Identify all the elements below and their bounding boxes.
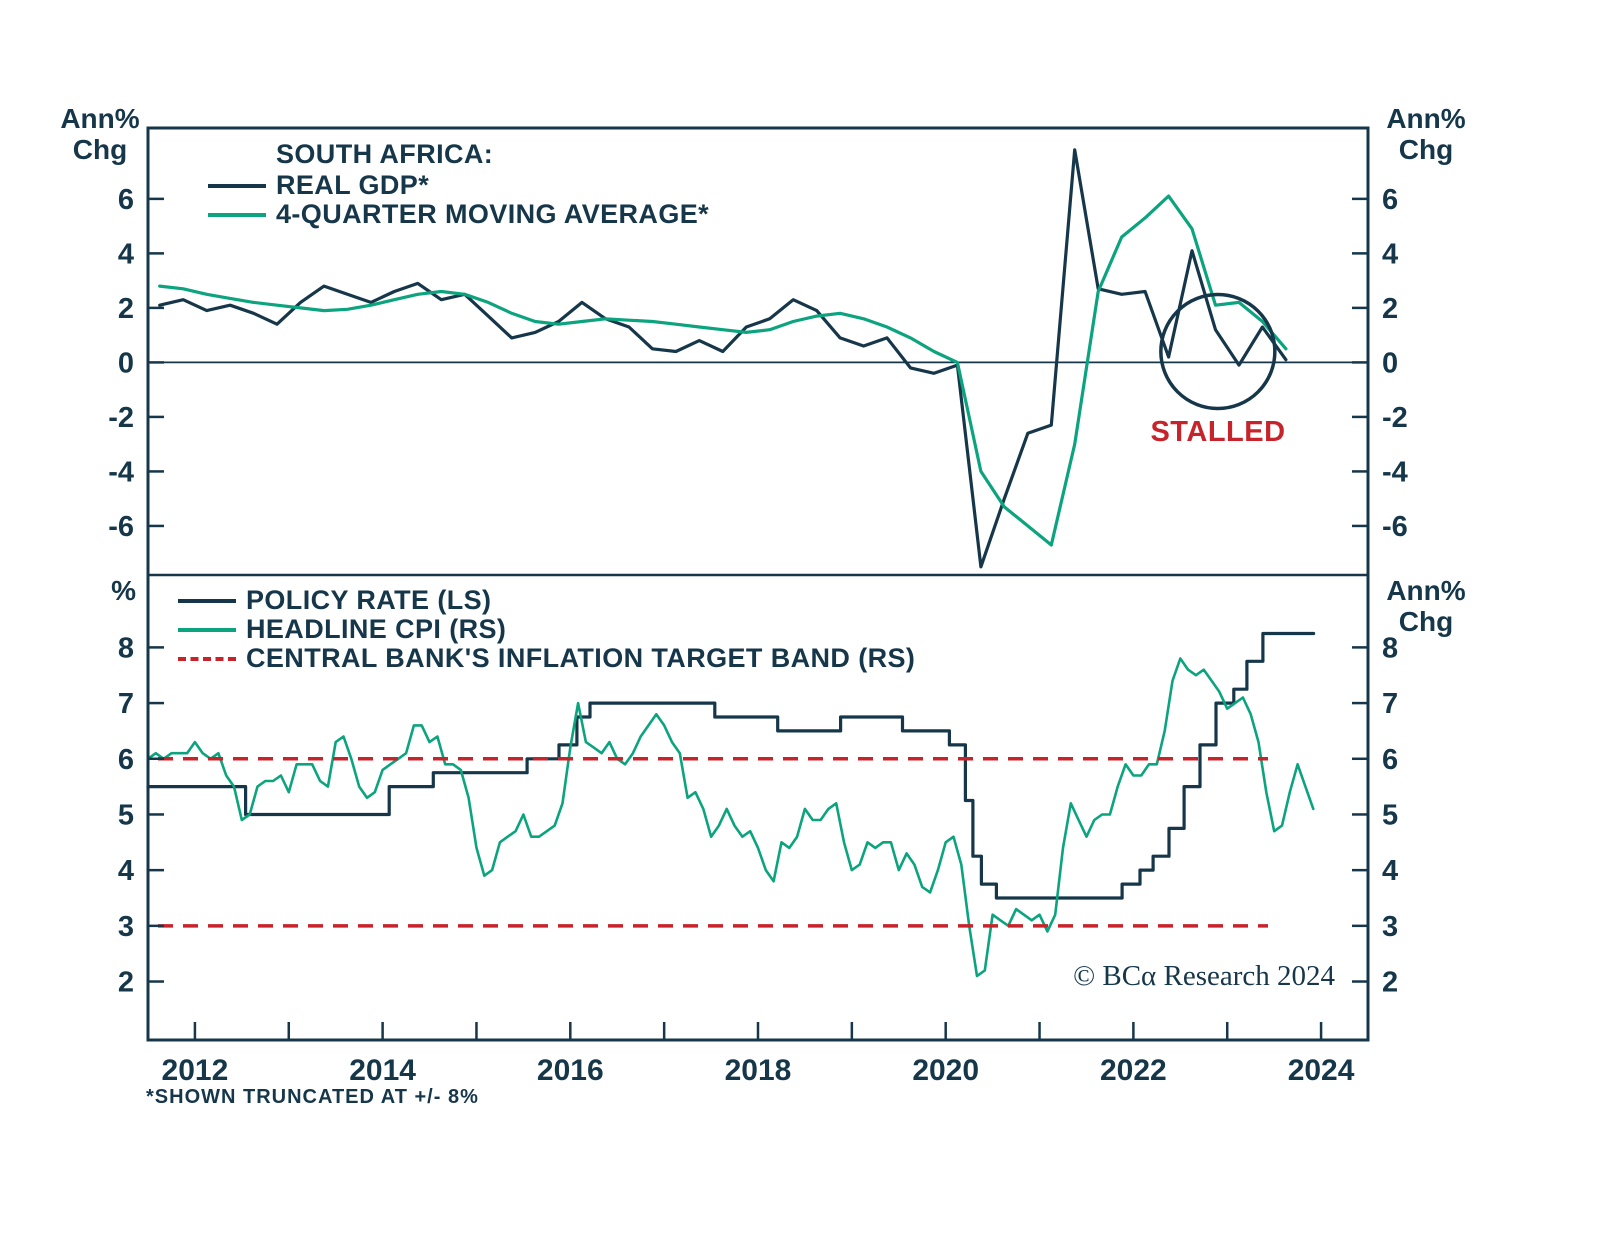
axis-title-bottom-right: Ann% Chg — [1386, 575, 1466, 638]
top-legend: SOUTH AFRICA: REAL GDP* 4-QUARTER MOVING … — [208, 139, 709, 229]
x-tick-label: 2016 — [537, 1054, 604, 1087]
legend-item-policy-rate-ls: POLICY RATE (LS) — [178, 585, 915, 615]
y-tick-label-left: 5 — [118, 799, 134, 831]
chart-title: SOUTH AFRICA: — [276, 139, 494, 169]
top-legend-rows: REAL GDP* 4-QUARTER MOVING AVERAGE* — [208, 170, 710, 229]
headline-cpi-rs-line — [146, 657, 1315, 978]
policy-rate-ls-line — [146, 631, 1316, 900]
line-swatch — [178, 627, 236, 632]
y-tick-label-left: -6 — [108, 511, 134, 543]
x-tick-label: 2022 — [1100, 1054, 1167, 1087]
dashed-line-swatch — [178, 656, 236, 661]
legend-label: POLICY RATE (LS) — [246, 585, 492, 615]
y-tick-label-right: 3 — [1382, 911, 1398, 943]
y-tick-label-right: -2 — [1382, 402, 1408, 434]
y-tick-label-left: 8 — [118, 632, 134, 664]
line-swatch — [208, 183, 266, 188]
y-tick-label-left: 6 — [118, 184, 134, 216]
y-tick-label-left: 4 — [118, 855, 134, 887]
y-tick-label-right: 2 — [1382, 967, 1398, 999]
y-tick-label-right: 8 — [1382, 632, 1398, 664]
x-tick-label: 2014 — [349, 1054, 416, 1087]
legend-label: REAL GDP* — [276, 170, 430, 200]
copyright-text: © BCα Research 2024 — [1073, 960, 1335, 992]
legend-item-central-bank-s-inflation-target-band-rs: CENTRAL BANK'S INFLATION TARGET BAND (RS… — [178, 643, 916, 673]
footnote-text: *SHOWN TRUNCATED AT +/- 8% — [146, 1086, 479, 1108]
y-tick-label-left: 2 — [118, 967, 134, 999]
y-tick-label-right: -6 — [1382, 511, 1408, 543]
bottom-legend: POLICY RATE (LS) HEADLINE CPI (RS) CENTRAL… — [178, 585, 916, 673]
y-tick-label-right: -4 — [1382, 456, 1408, 488]
y-tick-label-left: 4 — [118, 238, 134, 270]
y-tick-label-right: 7 — [1382, 688, 1398, 720]
legend-label: CENTRAL BANK'S INFLATION TARGET BAND (RS… — [246, 643, 916, 673]
y-tick-label-left: 0 — [118, 347, 134, 379]
y-tick-label-left: 3 — [118, 911, 134, 943]
line-swatch — [178, 598, 236, 603]
bottom-legend-rows: POLICY RATE (LS) HEADLINE CPI (RS) CENTRAL… — [178, 585, 916, 673]
x-tick-label: 2012 — [162, 1054, 229, 1087]
y-tick-label-right: 6 — [1382, 744, 1398, 776]
y-tick-label-right: 5 — [1382, 799, 1398, 831]
legend-item-headline-cpi-rs: HEADLINE CPI (RS) — [178, 614, 915, 644]
x-tick-label: 2024 — [1288, 1054, 1355, 1087]
y-tick-label-right: 6 — [1382, 184, 1398, 216]
legend-item-4-quarter-moving-average: 4-QUARTER MOVING AVERAGE* — [208, 199, 710, 229]
legend-item-real-gdp: REAL GDP* — [208, 170, 709, 200]
y-tick-label-left: 2 — [118, 293, 134, 325]
axis-title-top-left: Ann% Chg — [60, 103, 140, 166]
legend-label: HEADLINE CPI (RS) — [246, 614, 507, 644]
legend-label: 4-QUARTER MOVING AVERAGE* — [276, 199, 710, 229]
axis-title-bottom-left: % — [111, 575, 136, 606]
y-tick-label-right: 2 — [1382, 293, 1398, 325]
x-tick-label: 2018 — [725, 1054, 792, 1087]
y-tick-label-right: 0 — [1382, 347, 1398, 379]
chart-frame — [146, 126, 1370, 1042]
y-tick-label-left: 6 — [118, 744, 134, 776]
y-tick-label-left: 7 — [118, 688, 134, 720]
x-tick-label: 2020 — [912, 1054, 979, 1087]
4-quarter-moving-average-line — [158, 194, 1288, 547]
stalled-annotation: STALLED — [1150, 416, 1286, 448]
y-tick-label-right: 4 — [1382, 855, 1398, 887]
line-swatch — [208, 212, 266, 217]
stalled-circle — [1159, 292, 1277, 411]
y-tick-label-left: -2 — [108, 402, 134, 434]
y-tick-label-right: 4 — [1382, 238, 1398, 270]
y-tick-label-left: -4 — [108, 456, 134, 488]
axis-title-top-right: Ann% Chg — [1386, 103, 1466, 166]
